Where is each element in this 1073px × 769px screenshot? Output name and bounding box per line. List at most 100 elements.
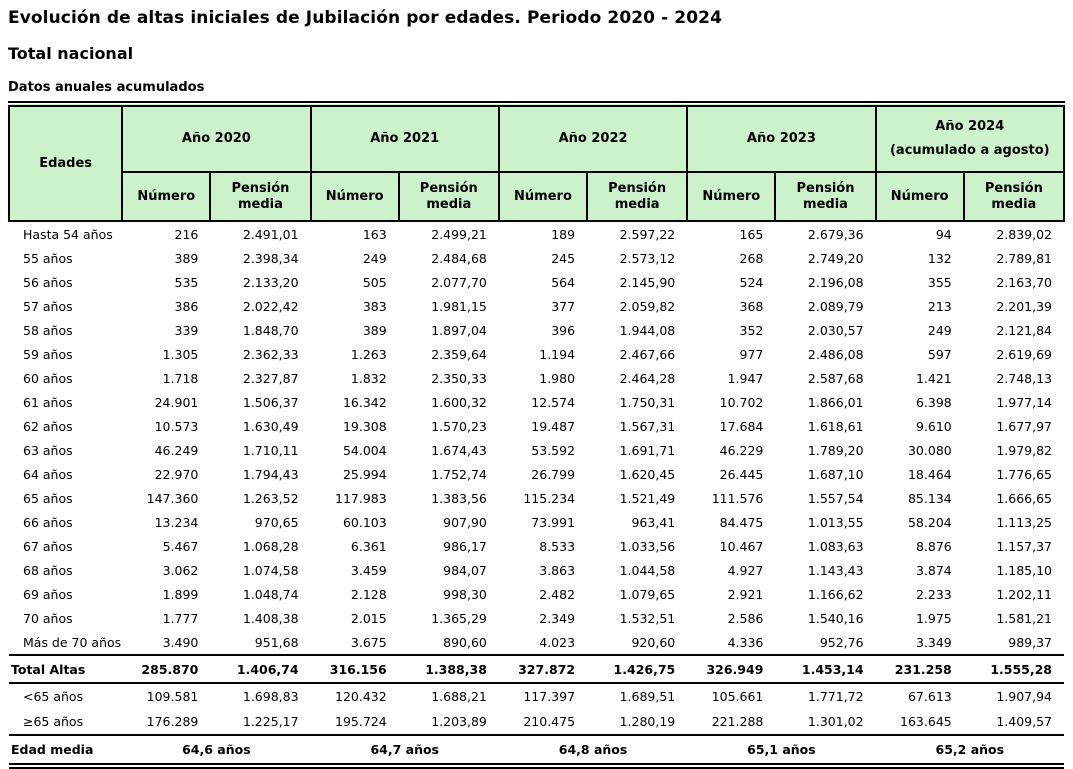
- year-header-1: Año 2021: [309, 101, 500, 173]
- table-cell: 105.661: [687, 683, 776, 709]
- table-cell: 1.618,61: [775, 414, 876, 438]
- table-cell: 4.336: [687, 630, 776, 655]
- table-cell: 2.077,70: [398, 270, 499, 294]
- table-cell: 970,65: [210, 510, 311, 534]
- table-cell: 176.289: [122, 709, 211, 735]
- table-body: Hasta 54 años 216 2.491,01 163 2.499,21 189 2.…: [9, 221, 1064, 769]
- table-cell: 2.015: [310, 606, 399, 630]
- table-cell: 1.185,10: [963, 558, 1064, 582]
- pension-media-subheader-1: Pensión media: [397, 171, 500, 222]
- row-label: 64 años: [9, 462, 123, 486]
- row-label: <65 años: [9, 683, 123, 709]
- table-cell: 1.981,15: [398, 294, 499, 318]
- table-cell: 4.927: [687, 558, 776, 582]
- pension-media-subheader-0: Pensión media: [209, 171, 312, 222]
- table-cell: 26.799: [498, 462, 588, 486]
- table-row: 56 años 535 2.133,20 505 2.077,70 564 2.145,90…: [9, 270, 1064, 294]
- table-cell: 1.421: [875, 366, 964, 390]
- row-label: Más de 70 años: [9, 630, 123, 655]
- table-cell: 2.587,68: [775, 366, 876, 390]
- table-cell: 986,17: [398, 534, 499, 558]
- table-cell: 1.897,04: [398, 318, 499, 342]
- table-row: 60 años 1.718 2.327,87 1.832 2.350,33 1.980 2.…: [9, 366, 1064, 390]
- row-label: 67 años: [9, 534, 123, 558]
- table-cell: 920,60: [587, 630, 688, 655]
- table-cell: 2.398,34: [210, 246, 311, 270]
- table-cell: 25.994: [310, 462, 399, 486]
- table-cell: 1.506,37: [210, 390, 311, 414]
- table-cell: 1.600,32: [398, 390, 499, 414]
- table-cell: 1.555,28: [963, 654, 1064, 684]
- table-cell: 1.068,28: [210, 534, 311, 558]
- row-label: 56 años: [9, 270, 123, 294]
- table-cell: 2.128: [310, 582, 399, 606]
- table-cell: 535: [122, 270, 211, 294]
- table-cell: 977: [687, 342, 776, 366]
- table-cell: 4.023: [498, 630, 588, 655]
- row-label: 58 años: [9, 318, 123, 342]
- table-cell: 2.491,01: [210, 221, 311, 246]
- table-cell: 3.863: [498, 558, 588, 582]
- table-cell: 2.145,90: [587, 270, 688, 294]
- table-cell: 111.576: [687, 486, 776, 510]
- year-header-row: Edades Año 2020 Año 2021 Año 2022 Año 2023 A…: [7, 101, 1066, 222]
- year-header-3: Año 2023: [686, 101, 877, 173]
- table-cell: 12.574: [498, 390, 588, 414]
- table-cell: 383: [310, 294, 399, 318]
- table-row: 59 años 1.305 2.362,33 1.263 2.359,64 1.194 2.…: [9, 342, 1064, 366]
- table-cell: 1.225,17: [210, 709, 311, 735]
- table-cell: 2.022,42: [210, 294, 311, 318]
- row-label: Total Altas: [9, 654, 123, 684]
- table-cell: 2.484,68: [398, 246, 499, 270]
- table-row: 63 años 46.249 1.710,11 54.004 1.674,43 53.59…: [9, 438, 1064, 462]
- table-cell: 117.397: [498, 683, 588, 709]
- table-cell: 1.687,10: [775, 462, 876, 486]
- table-cell: 2.030,57: [775, 318, 876, 342]
- table-cell: 216: [122, 221, 211, 246]
- table-cell: 2.349: [498, 606, 588, 630]
- table-cell: 396: [498, 318, 588, 342]
- table-cell: 1.630,49: [210, 414, 311, 438]
- table-cell: 2.233: [875, 582, 964, 606]
- year-label: Año 2021: [370, 131, 440, 146]
- year-header-4: Año 2024 (acumulado a agosto): [874, 101, 1066, 173]
- pension-media-subheader-4: Pensión media: [962, 171, 1066, 222]
- table-row: 61 años 24.901 1.506,37 16.342 1.600,32 12.57…: [9, 390, 1064, 414]
- table-cell: 22.970: [122, 462, 211, 486]
- table-cell: 2.467,66: [587, 342, 688, 366]
- table-cell: 1.079,65: [587, 582, 688, 606]
- table-cell: 355: [875, 270, 964, 294]
- table-cell: 3.675: [310, 630, 399, 655]
- year-label: Año 2022: [558, 131, 628, 146]
- numero-subheader-1: Número: [309, 171, 400, 222]
- table-cell: 24.901: [122, 390, 211, 414]
- table-cell: 984,07: [398, 558, 499, 582]
- table-cell: 1.689,51: [587, 683, 688, 709]
- table-cell: 352: [687, 318, 776, 342]
- row-label: 66 años: [9, 510, 123, 534]
- table-cell: 1.453,14: [775, 654, 876, 684]
- table-cell: 268: [687, 246, 776, 270]
- table-cell: 58.204: [875, 510, 964, 534]
- table-cell: 1.620,45: [587, 462, 688, 486]
- table-cell: 1.280,19: [587, 709, 688, 735]
- row-label: 69 años: [9, 582, 123, 606]
- summary-row: ≥65 años 176.289 1.225,17 195.724 1.203,89 21…: [9, 709, 1064, 735]
- table-cell: 524: [687, 270, 776, 294]
- table-cell: 6.361: [310, 534, 399, 558]
- table-cell: 1.848,70: [210, 318, 311, 342]
- table-cell: 2.573,12: [587, 246, 688, 270]
- table-cell: 890,60: [398, 630, 499, 655]
- table-cell: 2.619,69: [963, 342, 1064, 366]
- row-label: 68 años: [9, 558, 123, 582]
- table-cell: 1.033,56: [587, 534, 688, 558]
- table-cell: 1.013,55: [775, 510, 876, 534]
- table-cell: 1.777: [122, 606, 211, 630]
- table-cell: 19.308: [310, 414, 399, 438]
- table-cell: 2.921: [687, 582, 776, 606]
- table-cell: 1.899: [122, 582, 211, 606]
- data-note: Datos anuales acumulados: [8, 80, 205, 95]
- table-cell: 368: [687, 294, 776, 318]
- table-cell: 94: [875, 221, 964, 246]
